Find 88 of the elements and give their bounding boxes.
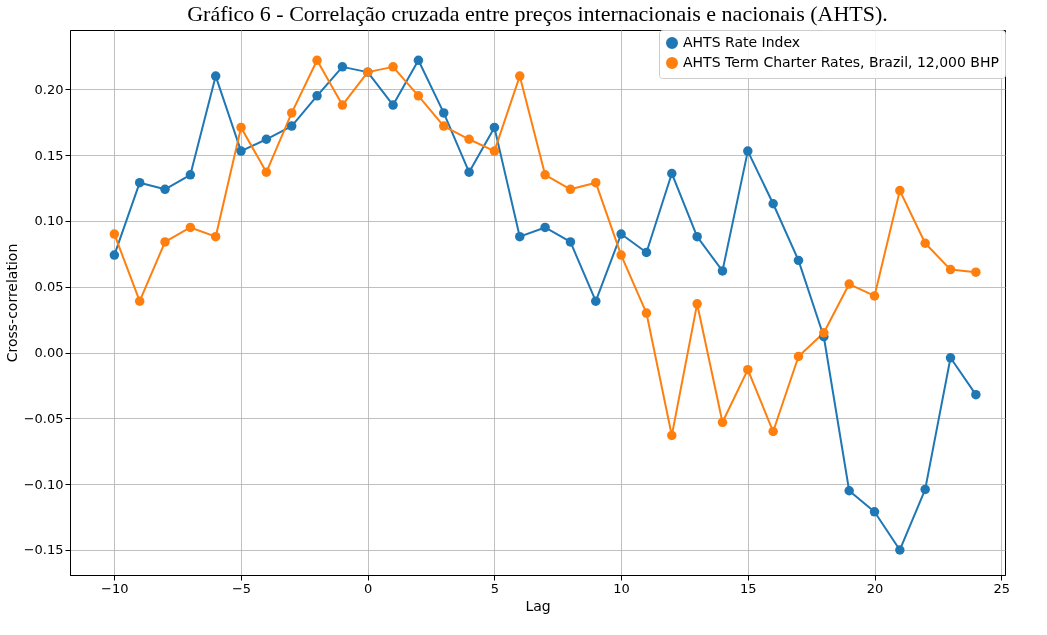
x-tick-label: 25 [993,580,1010,596]
point [337,62,348,72]
point [109,229,120,239]
point [920,238,930,248]
point [869,291,880,301]
point [945,264,956,275]
point [768,199,778,209]
point [160,184,170,195]
point [717,266,728,276]
point [692,299,702,309]
y-tick-label: 0.10 [34,213,64,229]
legend-label: AHTS Term Charter Rates, Brazil, 12,000 BHP [683,54,999,70]
point [109,250,120,260]
point [439,108,449,118]
point [793,351,804,362]
point [565,237,576,247]
x-tick-label: −5 [231,580,252,596]
y-tick-label: 0.20 [34,81,64,97]
point [971,389,981,400]
point [743,146,753,156]
legend-label: AHTS Rate Index [683,34,801,50]
point [464,167,474,177]
point [312,91,322,101]
point [413,55,424,66]
point [971,267,981,277]
y-tick-label: −0.15 [23,542,64,558]
point [489,146,500,156]
point [869,507,880,517]
point [667,430,677,441]
point [641,308,652,318]
point [591,177,601,188]
point [439,121,449,131]
point [210,231,221,242]
point [793,255,804,266]
y-tick-label: 0.15 [34,147,64,163]
point [134,296,145,306]
point [692,231,702,242]
chart-title: Gráfico 6 - Correlação cruzada entre preços internacionais e nacionais (AHTS). [187,0,888,26]
point [261,134,272,144]
point [515,71,525,81]
point [388,62,398,72]
x-tick-label: 20 [866,580,884,596]
point [895,185,905,196]
x-tick-label: 5 [490,580,500,596]
point [945,353,956,363]
x-tick-label: 15 [740,580,757,596]
y-tick-label: −0.05 [23,410,64,426]
point [236,146,246,156]
point [210,71,221,81]
point [717,417,728,428]
point [844,486,854,496]
y-tick-label: −0.10 [23,476,64,492]
point [160,237,170,247]
x-tick-label: 0 [364,580,373,596]
point [261,167,272,177]
x-tick-label: −10 [101,580,129,596]
point [236,122,246,133]
point [312,55,322,66]
point [185,222,196,233]
x-axis-title: Lag [525,597,551,614]
point [464,134,474,144]
point [895,545,905,555]
point [667,168,677,179]
point [515,231,525,242]
point [540,170,550,180]
point [413,91,424,101]
point [286,108,297,118]
point [616,229,626,239]
y-tick-label: 0.05 [34,279,64,295]
point [591,296,601,306]
y-axis-title: Cross-correlation [3,243,20,363]
point [286,121,297,131]
point [819,328,829,338]
point [489,122,500,133]
point [768,426,778,437]
point [540,222,550,233]
point [185,170,196,180]
point [616,250,626,260]
point [134,177,145,188]
y-tick-label: 0.00 [34,345,64,361]
point [337,100,348,110]
point [388,100,398,110]
point [565,184,576,195]
point [743,364,753,375]
x-tick-label: 10 [613,580,630,596]
point [844,279,854,289]
point [920,484,930,495]
point [641,247,652,258]
